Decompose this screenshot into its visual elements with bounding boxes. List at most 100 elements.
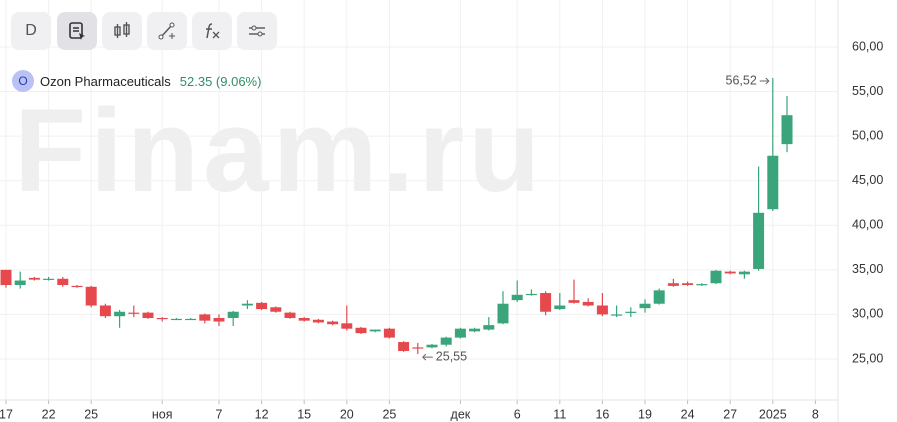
legend: O Ozon Pharmaceuticals 52.35 (9.06%) — [12, 70, 261, 92]
drawing-button[interactable] — [147, 12, 187, 50]
annotation-arrow — [759, 77, 770, 85]
candle-body — [213, 317, 225, 322]
candle-body — [71, 285, 83, 288]
drawing-icon — [158, 22, 175, 40]
candle-body — [412, 347, 424, 349]
candle-body — [611, 314, 623, 316]
candle-body — [511, 294, 523, 301]
x-tick-label: 12 — [255, 407, 269, 421]
candle-body — [199, 314, 211, 321]
candle-body — [767, 155, 779, 210]
candle-body — [682, 283, 694, 286]
annotation-label: 25,55 — [436, 349, 467, 363]
candle-body — [582, 301, 594, 306]
candle-body — [28, 277, 40, 280]
candle-body — [57, 278, 69, 286]
candle-body — [639, 303, 651, 309]
candle-body — [454, 328, 466, 338]
interval-button[interactable]: D — [11, 12, 51, 50]
y-tick-label: 25,00 — [852, 351, 883, 365]
x-tick-label: дек — [451, 407, 471, 421]
x-tick-label: 24 — [681, 407, 695, 421]
candle-body — [469, 328, 481, 332]
x-tick-label: 6 — [514, 407, 521, 421]
candle-body — [128, 312, 140, 314]
x-tick-label: 2025 — [759, 407, 787, 421]
notes-icon — [69, 22, 85, 40]
candle-body — [99, 305, 111, 317]
y-tick-label: 60,00 — [852, 39, 883, 53]
candle-body — [497, 303, 509, 324]
candle-body — [525, 293, 537, 296]
candle-body — [554, 305, 566, 310]
instrument-icon: O — [12, 70, 34, 92]
x-tick-label: 22 — [42, 407, 56, 421]
candle-body — [596, 305, 608, 315]
candle-body — [114, 311, 126, 317]
candle-body — [781, 115, 793, 145]
candle-body — [369, 329, 381, 332]
y-tick-label: 40,00 — [852, 218, 883, 232]
candle-body — [625, 311, 637, 313]
x-tick-label: ноя — [152, 407, 173, 421]
x-tick-label: 20 — [340, 407, 354, 421]
quote: 52.35 (9.06%) — [179, 73, 262, 89]
candle-body — [227, 311, 239, 318]
candle-body — [653, 290, 665, 304]
candle-body — [327, 321, 339, 325]
annotation-arrow — [422, 353, 433, 361]
x-tick-label: 17 — [0, 407, 13, 421]
candle-body — [753, 212, 765, 269]
x-tick-label: 8 — [812, 407, 819, 421]
watermark: Finam.ru — [14, 85, 544, 217]
candle-body — [483, 325, 495, 330]
settings-button[interactable] — [237, 12, 277, 50]
annotation-label: 56,52 — [726, 73, 757, 87]
candle-body — [355, 327, 367, 334]
y-tick-label: 50,00 — [852, 128, 883, 142]
indicators-button[interactable] — [192, 12, 232, 50]
candle-body — [14, 280, 26, 286]
y-tick-label: 45,00 — [852, 173, 883, 187]
candle-body — [298, 317, 310, 321]
candles-icon — [114, 22, 130, 38]
candle-body — [540, 293, 552, 312]
instrument-name: Ozon Pharmaceuticals — [40, 73, 171, 89]
candle-body — [341, 323, 353, 329]
candle-body — [724, 271, 736, 274]
candle-body — [185, 318, 197, 321]
x-tick-label: 25 — [84, 407, 98, 421]
settings-icon — [249, 25, 265, 37]
y-tick-label: 35,00 — [852, 262, 883, 276]
x-tick-label: 25 — [382, 407, 396, 421]
candle-body — [0, 269, 12, 286]
candle-body — [312, 319, 324, 323]
x-tick-label: 16 — [595, 407, 609, 421]
candle-body — [256, 302, 268, 310]
candle-body — [398, 342, 410, 351]
x-tick-label: 11 — [553, 407, 566, 421]
candle-body — [696, 284, 708, 286]
candle-body — [170, 318, 182, 321]
y-tick-label: 30,00 — [852, 307, 883, 321]
x-tick-label: 19 — [638, 407, 652, 421]
candle-body — [710, 270, 722, 284]
notes-button[interactable] — [57, 12, 97, 50]
fx-icon — [206, 23, 220, 39]
candle-body — [440, 337, 452, 345]
candle-body — [156, 317, 168, 320]
candle-body — [383, 328, 395, 338]
candle-body — [568, 300, 580, 303]
candle-body — [85, 286, 97, 306]
candle-body — [241, 303, 253, 306]
chart-type-button[interactable] — [102, 12, 142, 50]
candle-body — [284, 312, 296, 318]
candle-body — [738, 271, 750, 275]
y-tick-label: 55,00 — [852, 84, 883, 98]
candle-body — [43, 278, 55, 280]
x-tick-label: 15 — [297, 407, 311, 421]
candle-body — [426, 344, 438, 348]
x-tick-label: 7 — [216, 407, 223, 421]
